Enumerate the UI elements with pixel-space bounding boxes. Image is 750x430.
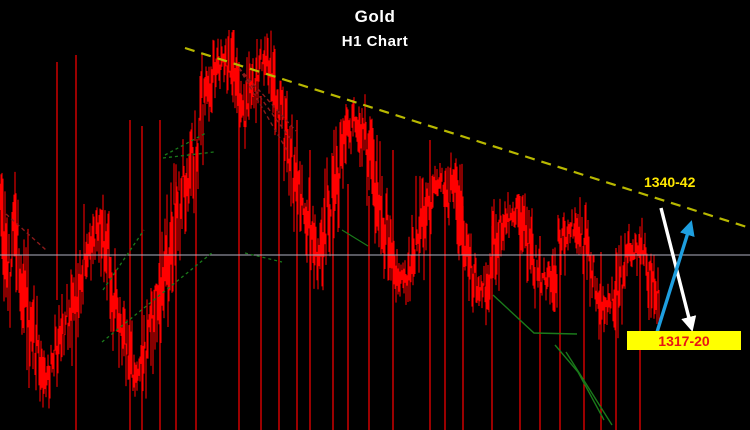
- bullish-arrow[interactable]: [651, 220, 695, 346]
- descending-resistance-trendline[interactable]: [184, 46, 750, 230]
- lower-descending-channel-2: [565, 351, 613, 426]
- triangle-upper-dotted: [164, 132, 207, 156]
- triangle-lower-dotted: [162, 151, 215, 159]
- rising-support-dotted: [102, 229, 145, 291]
- support-level-badge-box: [627, 331, 741, 350]
- fan-line-1: [238, 67, 297, 132]
- fan-line-2: [238, 67, 293, 142]
- small-channel-dotted: [244, 252, 283, 263]
- fan-line-3: [238, 67, 289, 153]
- resistance-level-label: 1340-42: [644, 174, 696, 190]
- short-green-segment: [341, 229, 369, 247]
- support-level-label: 1317-20: [658, 332, 710, 349]
- left-dashed-trendline: [5, 213, 47, 251]
- mid-descending-channel: [492, 294, 578, 335]
